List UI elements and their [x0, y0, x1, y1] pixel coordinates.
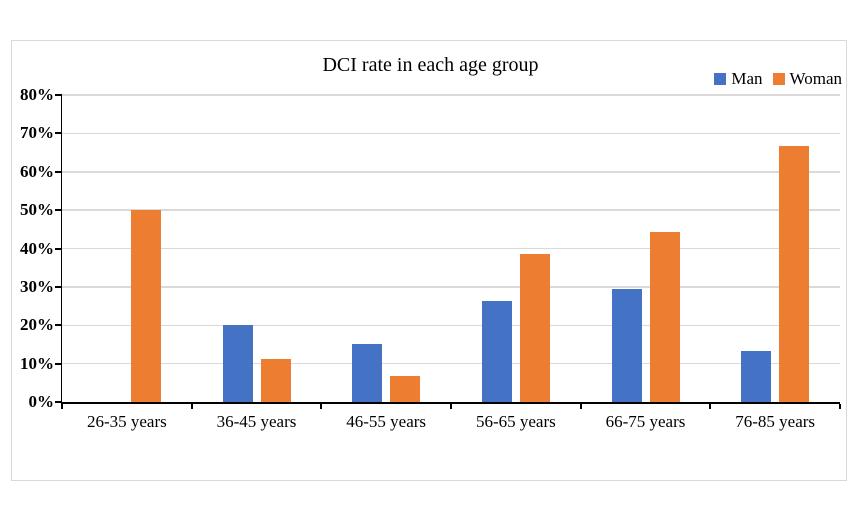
legend: Man Woman: [714, 69, 842, 89]
chart-frame: [11, 40, 847, 481]
legend-man-swatch: [714, 73, 727, 85]
legend-man-label: Man: [731, 69, 763, 88]
legend-woman-label: Woman: [789, 69, 842, 88]
legend-woman-swatch: [772, 73, 785, 85]
chart-title: DCI rate in each age group: [322, 54, 539, 76]
